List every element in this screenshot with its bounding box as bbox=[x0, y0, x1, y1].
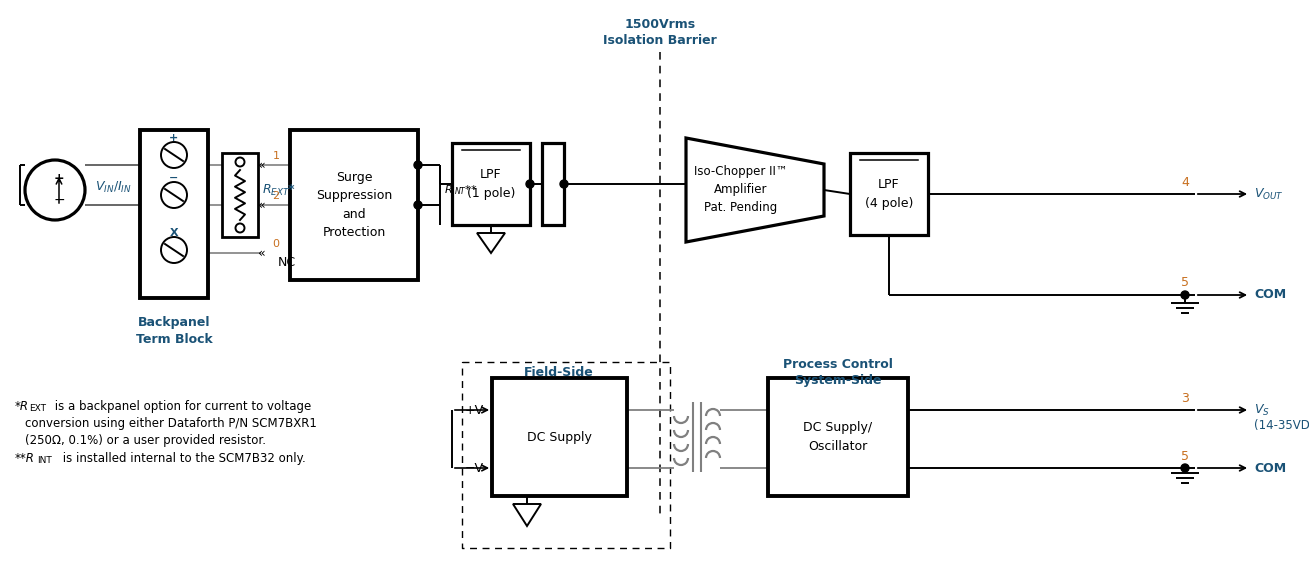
Circle shape bbox=[1181, 464, 1189, 472]
Circle shape bbox=[560, 180, 568, 188]
Bar bbox=[223, 153, 258, 237]
Text: *R: *R bbox=[14, 400, 29, 413]
Text: LPF
(4 pole): LPF (4 pole) bbox=[865, 179, 914, 210]
Text: (250Ω, 0.1%) or a user provided resistor.: (250Ω, 0.1%) or a user provided resistor… bbox=[25, 434, 266, 447]
Circle shape bbox=[526, 180, 534, 188]
Text: 0: 0 bbox=[272, 239, 280, 249]
Text: 5: 5 bbox=[1181, 449, 1189, 462]
Bar bbox=[291, 130, 418, 280]
Text: 3: 3 bbox=[1181, 391, 1189, 405]
Text: +V: +V bbox=[465, 403, 484, 417]
Text: X: X bbox=[170, 228, 178, 238]
Bar bbox=[850, 153, 928, 235]
Text: **R: **R bbox=[14, 452, 35, 465]
Text: EXT: EXT bbox=[29, 404, 46, 413]
Text: Surge
Suppression
and
Protection: Surge Suppression and Protection bbox=[315, 171, 393, 238]
Text: COM: COM bbox=[1254, 461, 1287, 474]
Text: 1: 1 bbox=[272, 151, 280, 161]
Text: «: « bbox=[258, 246, 266, 260]
Text: LPF
(1 pole): LPF (1 pole) bbox=[467, 168, 516, 199]
Text: +: + bbox=[54, 172, 64, 186]
Text: NC: NC bbox=[278, 256, 296, 269]
Text: −: − bbox=[169, 173, 179, 183]
Text: $V_{IN}/I_{IN}$: $V_{IN}/I_{IN}$ bbox=[96, 179, 132, 195]
Circle shape bbox=[414, 201, 421, 209]
Bar bbox=[140, 130, 208, 298]
Text: +: + bbox=[169, 133, 178, 143]
Text: 2: 2 bbox=[272, 191, 280, 201]
Text: Iso-Chopper II™
Amplifier
Pat. Pending: Iso-Chopper II™ Amplifier Pat. Pending bbox=[694, 166, 788, 214]
Text: COM: COM bbox=[1254, 288, 1287, 301]
Circle shape bbox=[1181, 291, 1189, 299]
Text: $V_{OUT}$: $V_{OUT}$ bbox=[1254, 186, 1284, 202]
Bar bbox=[542, 143, 564, 225]
Text: 5: 5 bbox=[1181, 277, 1189, 289]
Text: $R_{EXT}$*: $R_{EXT}$* bbox=[262, 182, 296, 198]
Text: (14-35VDC): (14-35VDC) bbox=[1254, 419, 1309, 433]
Text: Backpanel
Term Block: Backpanel Term Block bbox=[136, 316, 212, 346]
Text: conversion using either Dataforth P/N SCM7BXR1: conversion using either Dataforth P/N SC… bbox=[25, 417, 317, 430]
Text: «: « bbox=[258, 159, 266, 171]
Text: $R_{INT}$**: $R_{INT}$** bbox=[444, 183, 478, 197]
Text: −V: −V bbox=[465, 461, 484, 474]
Text: is a backpanel option for current to voltage: is a backpanel option for current to vol… bbox=[51, 400, 312, 413]
Text: INT: INT bbox=[37, 456, 52, 465]
Text: 1500Vrms
Isolation Barrier: 1500Vrms Isolation Barrier bbox=[603, 18, 717, 47]
Text: DC Supply: DC Supply bbox=[526, 430, 592, 444]
Text: Field-Side: Field-Side bbox=[524, 366, 594, 379]
Bar bbox=[492, 378, 627, 496]
Bar bbox=[452, 143, 530, 225]
Text: $V_S$: $V_S$ bbox=[1254, 402, 1270, 418]
Text: DC Supply/
Oscillator: DC Supply/ Oscillator bbox=[804, 422, 873, 453]
Bar bbox=[768, 378, 908, 496]
Text: is installed internal to the SCM7B32 only.: is installed internal to the SCM7B32 onl… bbox=[59, 452, 306, 465]
Circle shape bbox=[414, 161, 421, 169]
Text: «: « bbox=[258, 198, 266, 211]
Text: −: − bbox=[54, 193, 65, 207]
Text: Process Control
System-Side: Process Control System-Side bbox=[783, 358, 893, 387]
Text: 4: 4 bbox=[1181, 175, 1189, 189]
